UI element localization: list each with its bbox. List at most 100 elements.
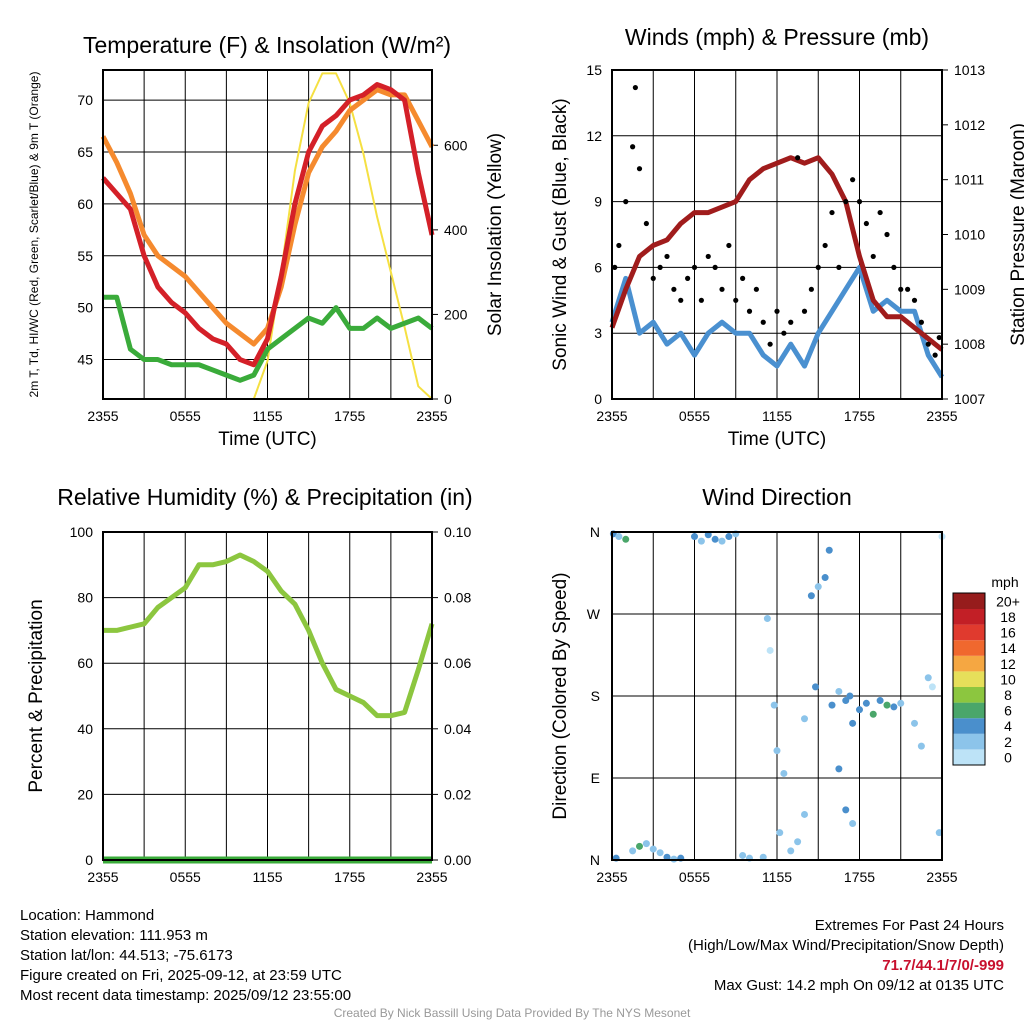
extremes-subtitle: (High/Low/Max Wind/Precipitation/Snow De… [688,937,1004,954]
y-tick-label: 55 [77,248,93,264]
direction-point [842,806,850,814]
plot-frame [102,531,433,861]
x-tick-label: 2355 [416,869,447,885]
y2-tick-label: 200 [444,306,468,322]
x-tick-label: 1755 [844,408,875,424]
station-info: Location: Hammond Station elevation: 111… [20,906,351,1006]
y-tick-label: 6 [594,259,602,275]
recent-timestamp: Most recent data timestamp: 2025/09/12 2… [20,987,352,1004]
y-tick-label: 3 [594,325,602,341]
colorbar-swatch [953,640,985,656]
direction-point [622,535,630,543]
direction-point [801,810,808,818]
direction-point [691,533,698,541]
direction-point [846,692,854,700]
direction-point [656,849,664,857]
gust-point [905,286,911,292]
colorbar-label: 18 [1000,609,1016,625]
gust-point [925,341,931,347]
direction-point [862,699,870,707]
y-tick-label: W [587,606,601,622]
chart-title: Wind Direction [702,484,852,510]
y-tick-label: 65 [77,144,93,160]
gust-point [643,220,649,227]
colorbar-swatch [953,593,985,609]
colorbar-swatch [953,733,985,750]
direction-point [856,706,863,714]
panel-3: Relative Humidity (%) & Precipitation (i… [26,484,473,885]
gust-point [616,242,622,249]
colorbar-label: 16 [1000,625,1016,641]
gust-point [767,341,773,347]
gust-point [918,319,924,325]
x-tick-label: 2355 [87,408,118,424]
gust-point [685,275,691,281]
y2-tick-label: 1011 [954,172,984,188]
direction-point [849,719,857,727]
direction-point [697,537,705,545]
y-tick-label: 12 [586,128,602,144]
y-tick-label: 50 [77,300,93,316]
colorbar-label: 0 [1004,749,1012,765]
x-tick-label: 2355 [596,408,627,424]
x-tick-label: 1755 [334,408,365,424]
y2-axis-label: Solar Insolation (Yellow) [485,133,506,336]
direction-point [911,719,918,727]
direction-point [814,583,822,591]
series-relative-humidity [103,552,435,719]
gust-point [705,253,711,260]
y-tick-label: S [591,688,600,704]
direction-point [766,646,774,654]
y-tick-label: 9 [594,194,602,210]
max-gust: Max Gust: 14.2 mph On 09/12 at 0135 UTC [713,977,1004,994]
series-2m-t [101,82,435,368]
x-tick-label: 0555 [170,408,201,424]
gust-point [632,84,638,91]
elevation: Station elevation: 111.953 m [20,927,208,944]
x-axis-label: Time (UTC) [728,429,827,450]
x-tick-label: 1155 [762,869,792,885]
direction-point [835,687,843,695]
y2-tick-label: 0 [444,391,452,407]
y-tick-label: N [590,852,600,868]
gust-point [630,144,636,150]
colorbar-label: 6 [1004,703,1012,719]
colorbar-swatch [953,718,985,734]
gust-point [795,155,801,161]
gust-point [691,264,698,270]
y2-tick-label: 1013 [954,62,985,78]
direction-point [642,840,650,848]
gust-point [712,264,718,270]
x-tick-label: 2355 [596,869,627,885]
latlon: Station lat/lon: 44.513; -75.6173 [20,947,233,964]
gust-point [636,166,643,172]
y-tick-label: 0 [594,391,602,407]
panel-1: Temperature (F) & Insolation (W/m²)2355 0… [27,32,506,450]
extremes-values: 71.7/44.1/7/0/-999 [882,957,1004,974]
x-tick-label: 1755 [844,869,875,885]
x-tick-label: 0555 [170,869,201,885]
gust-point [733,297,739,303]
y-tick-label: E [591,770,600,786]
x-tick-label: 1155 [252,869,282,885]
gust-point [698,297,704,303]
y2-tick-label: 400 [444,222,468,238]
gust-point [856,199,863,205]
gust-point [836,264,842,270]
direction-point [773,747,781,755]
panel-2: Winds (mph) & Pressure (mb) 2355 0555 1155 1… [550,24,1024,450]
chart-title: Winds (mph) & Pressure (mb) [625,24,929,50]
x-tick-label: 2355 [416,408,447,424]
gust-point [774,308,780,314]
gust-point [822,242,828,249]
direction-point [828,701,836,709]
direction-point [917,742,925,750]
y2-tick-label: 600 [444,137,468,153]
colorbar-label: 4 [1004,718,1012,734]
y-tick-label: 100 [70,524,94,540]
colorbar-label: 12 [1000,656,1016,672]
gust-point [664,253,670,260]
plot-frame [611,69,943,400]
direction-point [636,842,643,850]
y-axis-label: 2m T, Td, HI/WC (Red, Green, Scarlet/Blu… [27,72,41,398]
